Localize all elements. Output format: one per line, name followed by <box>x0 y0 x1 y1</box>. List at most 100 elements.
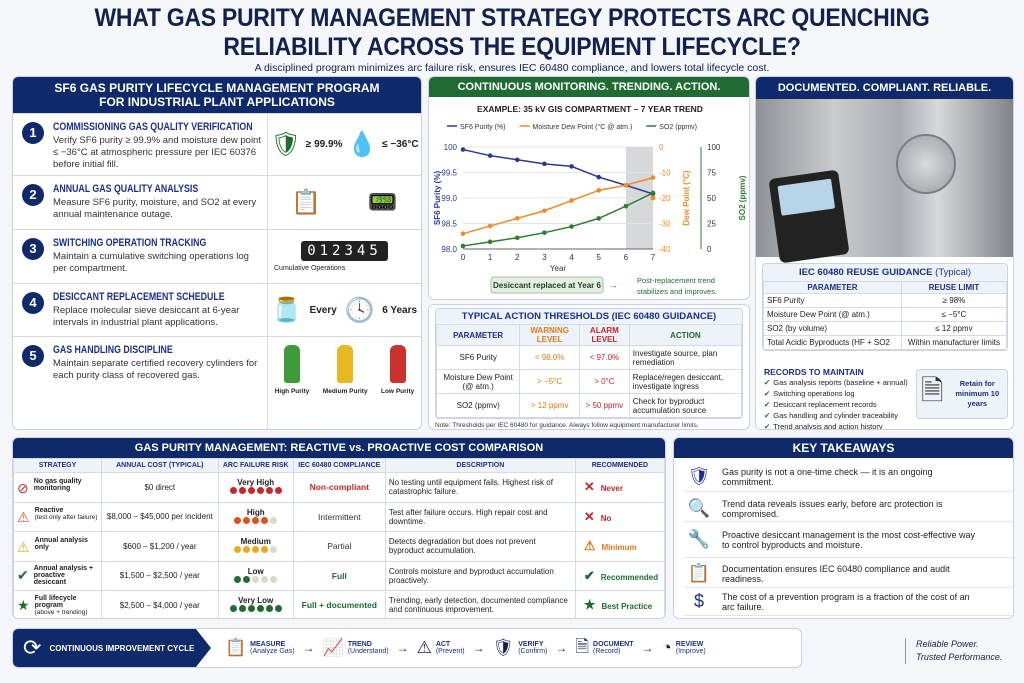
retain-box: 🗎 Retain for minimum 10 years <box>916 369 1008 419</box>
cycle-step: 🛡 VERIFY (Confirm) <box>493 638 548 658</box>
takeaways-title: KEY TAKEAWAYS <box>674 438 1013 458</box>
warning-orange-icon: ⚠ <box>17 509 30 526</box>
data-point <box>650 175 656 180</box>
y2-tick-label: 0 <box>659 143 664 152</box>
risk-dot <box>238 605 246 613</box>
chart-title: EXAMPLE: 35 kV GIS COMPARTMENT – 7 YEAR … <box>477 104 703 114</box>
y-tick-label: 98.5 <box>441 220 457 229</box>
risk-dot <box>261 516 269 524</box>
compliance-cell: Full <box>292 560 386 591</box>
strategy-name: Full lifecycle program <box>34 594 77 609</box>
cycle-step-label: VERIFY <box>518 641 544 648</box>
y-tick-label: 99.0 <box>441 194 457 203</box>
compliance-cell: Full + documented <box>292 590 386 618</box>
reuse-cell: SO2 (by volume) <box>763 321 902 336</box>
threshold-header: PARAMETER <box>436 324 521 346</box>
document-icon: 🗎 <box>921 375 944 406</box>
risk-label: High <box>246 507 265 517</box>
compliance-panel: DOCUMENTED. COMPLIANT. RELIABLE. IEC 604… <box>755 76 1014 430</box>
step-title: COMMISSIONING GAS QUALITY VERIFICATION <box>53 121 253 133</box>
reuse-row: Moisture Dew Point (@ atm.) ≤ −5°C <box>763 307 1007 322</box>
reuse-row: Total Acidic Byproducts (HF + SO2 Within … <box>763 335 1007 350</box>
y-tick-label: 100 <box>444 143 458 152</box>
recommended-label: Best Practice <box>601 602 653 612</box>
data-point <box>514 157 520 163</box>
check-icon: ✔ <box>764 400 771 409</box>
recommended-cell: ⚠ Minimum <box>574 531 665 562</box>
y2-tick-label: -30 <box>659 220 671 229</box>
retain-text: Retain for minimum 10 years <box>955 379 1000 408</box>
cycle-step-sub: (Record) <box>593 648 621 655</box>
risk-dot <box>229 605 237 613</box>
comparison-table: STRATEGY ANNUAL COST (TYPICAL) ARC FAILURE… <box>13 458 665 618</box>
cycle-step-text: TREND (Understand) <box>348 641 389 655</box>
step-number: 1 <box>22 122 44 144</box>
program-step: 5 GAS HANDLING DISCIPLINE Maintain separat… <box>13 336 421 429</box>
step-description: Verify SF6 purity ≥ 99.9% and moisture d… <box>53 135 261 170</box>
comparison-row: ★ Full lifecycle program (above + trending… <box>13 590 665 618</box>
comparison-row: ✔ Annual analysis + proactive desiccant $1… <box>13 560 665 591</box>
comparison-header: DESCRIPTION <box>384 458 576 473</box>
reuse-cell: SF6 Purity <box>763 293 902 308</box>
risk-cell: High <box>217 501 294 532</box>
takeaway-item: 📋 Documentation ensures IEC 60480 complia… <box>684 560 1013 588</box>
x-tick-label: 4 <box>569 253 574 262</box>
risk-dot <box>261 575 269 583</box>
shield-icon: 🛡 <box>492 638 515 657</box>
comparison-row: ⚠ Annual analysis only $600 – $1,200 / yea… <box>13 531 665 562</box>
recommended-cell: ✕ Never <box>574 472 665 503</box>
data-point <box>514 235 520 241</box>
program-step: 2 ANNUAL GAS QUALITY ANALYSIS Measure SF6 … <box>13 175 421 229</box>
reuse-cell: Within manufacturer limits <box>900 335 1007 350</box>
data-point <box>596 174 602 180</box>
clipboard-checklist-icon: 📋 <box>291 189 322 216</box>
gas-analyzer-photo <box>756 99 1013 264</box>
dollar-icon: $ <box>693 591 704 611</box>
recommended-cell: ✔ Recommended <box>574 560 665 591</box>
record-item: ✔ Gas analysis reports (baseline + annual… <box>764 377 914 388</box>
star-circle-icon: ★ <box>17 596 30 613</box>
step-visual: High Purity Medium Purity Low Purity <box>267 337 421 429</box>
record-text: Gas analysis reports (baseline + annual) <box>773 378 908 387</box>
cycle-step-sub: (Analyze Gas) <box>250 648 295 655</box>
title-line-1: WHAT GAS PURITY MANAGEMENT STRATEGY PROT… <box>94 4 930 32</box>
cycle-step-label: TREND <box>347 641 372 648</box>
gas-cylinder: High Purity <box>275 345 309 395</box>
data-point <box>514 216 520 221</box>
description-cell: Detects degradation but does not prevent… <box>384 531 576 562</box>
cylinder-icon <box>389 345 406 383</box>
check-icon: ✔ <box>764 389 771 398</box>
cylinder-label: Medium Purity <box>322 388 368 395</box>
data-point <box>623 203 629 209</box>
recommended-label: Recommended <box>600 572 659 582</box>
step-description: Measure SF6 purity, moisture, and SO2 at… <box>53 197 257 220</box>
takeaway-item: 🛡 Gas purity is not a one-time check — it… <box>684 462 1013 492</box>
clock-icon: 🕓 <box>344 296 375 324</box>
takeaway-item: $ The cost of a prevention program is a f… <box>684 588 1013 616</box>
reuse-guidance: IEC 60480 REUSE GUIDANCE (Typical) PARAM… <box>762 263 1008 351</box>
data-point <box>569 198 574 203</box>
program-header: SF6 GAS PURITY LIFECYCLE MANAGEMENT PROG… <box>13 77 421 113</box>
risk-dot <box>265 605 273 613</box>
warning-yellow-icon: ⚠ <box>17 538 30 555</box>
takeaway-item: 🔧 Proactive desiccant management is the m… <box>684 522 1013 558</box>
step-description: Maintain a cumulative switching operatio… <box>53 251 249 274</box>
risk-cell: Low <box>217 560 294 591</box>
takeaway-text: The cost of a prevention program is a fr… <box>722 591 970 612</box>
reuse-header: REUSE LIMIT <box>900 281 1007 294</box>
tagline: Reliable Power. Trusted Performance. <box>905 638 1002 664</box>
reuse-title-suffix: (Typical) <box>935 267 972 278</box>
check-circle-icon: ✔ <box>17 567 29 584</box>
data-point <box>569 164 574 169</box>
x-tick-label: 5 <box>596 253 601 262</box>
legend-label: Moisture Dew Point (°C @ atm.) <box>533 123 633 131</box>
risk-label: Very Low <box>238 596 274 606</box>
strategy-cell: ⚠ Reactive (test only after failure) <box>13 501 102 532</box>
strategy-name: No gas quality monitoring <box>33 477 82 492</box>
step-description: Replace molecular sieve desiccant at 6-y… <box>53 305 240 328</box>
data-point <box>460 243 466 249</box>
y3-tick-label: 75 <box>707 169 716 178</box>
y2-axis-label: Dew Point (°C) <box>682 170 691 226</box>
cycle-bar: ⟳ CONTINUOUS IMPROVEMENT CYCLE 📋 MEASURE(… <box>12 628 802 668</box>
step-visual: 012345 Cumulative Operations <box>267 230 421 283</box>
